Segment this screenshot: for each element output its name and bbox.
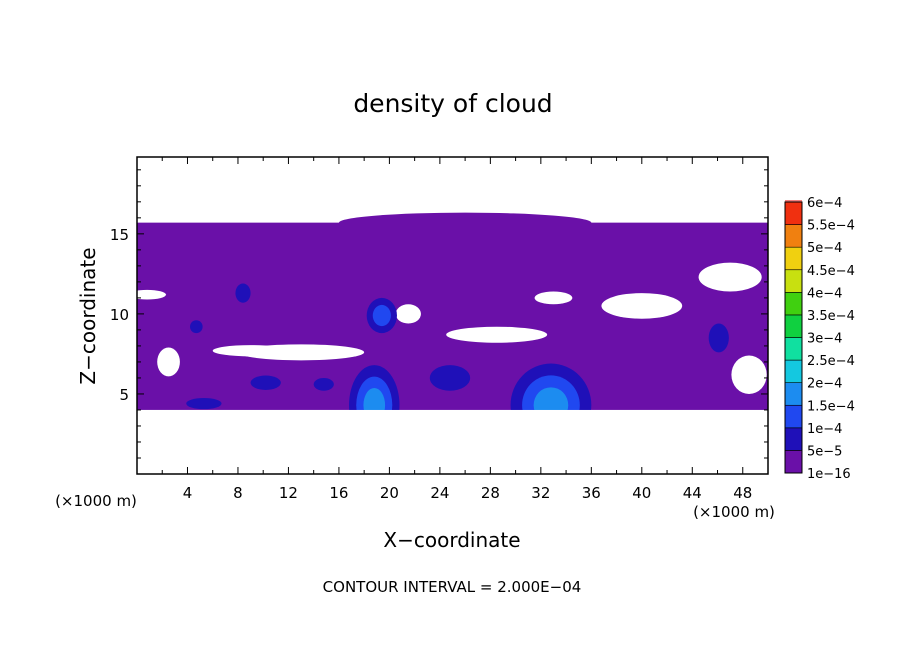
clear-region: [137, 289, 167, 300]
y-axis-label: Z−coordinate: [76, 247, 100, 384]
colorbar-swatch: [784, 201, 803, 225]
colorbar-label: 3e−4: [807, 332, 842, 347]
colorbar-label: 5e−5: [807, 444, 842, 459]
clear-region: [446, 326, 548, 343]
x-tick-label: 12: [279, 484, 298, 502]
y-tick-label: 5: [119, 386, 129, 404]
clear-region: [601, 293, 683, 319]
contour-ring: [190, 320, 203, 334]
colorbar-swatch: [784, 337, 803, 361]
colorbar-swatch: [784, 359, 803, 383]
density-maximum: [250, 375, 281, 390]
colorbar-swatch: [784, 292, 803, 316]
contour-ring: [429, 365, 471, 391]
colorbar-swatch: [784, 404, 803, 429]
colorbar-swatch: [784, 314, 803, 338]
x-tick-label: 32: [531, 484, 550, 502]
colorbar-label: 6e−4: [807, 196, 842, 211]
x-tick-label: 24: [430, 484, 449, 502]
x-axis-label: X−coordinate: [383, 528, 520, 552]
x-tick-label: 36: [582, 484, 601, 502]
clear-region: [698, 262, 762, 292]
clear-region: [731, 355, 767, 394]
contour-ring: [235, 283, 251, 303]
clear-region: [157, 347, 180, 377]
clear-region: [212, 345, 289, 357]
colorbar-label: 1e−4: [807, 422, 842, 437]
density-maximum: [708, 323, 729, 353]
colorbar-swatch: [784, 450, 803, 474]
colorbar-label: 2.5e−4: [807, 354, 855, 369]
y-axis-ticks: 5 10 15: [110, 169, 768, 459]
colorbar-label: 2e−4: [807, 377, 842, 392]
x-tick-label: 44: [683, 484, 702, 502]
y-tick-label: 10: [110, 306, 129, 324]
contour-interval-note: CONTOUR INTERVAL = 2.000E−04: [323, 578, 582, 596]
density-maximum: [313, 377, 334, 391]
colorbar-label: 5e−4: [807, 241, 842, 256]
colorbar-label: 3.5e−4: [807, 309, 855, 324]
chart-title: density of cloud: [353, 89, 552, 118]
contour-ring: [186, 397, 222, 410]
contour-ring: [313, 377, 334, 391]
density-field: [137, 212, 768, 474]
colorbar: 1e−16 5e−5 1e−4 1.5e−4 2e−4 2.5e−4 3e−4 3.5e−4 4…: [784, 196, 855, 482]
x-tick-label: 48: [733, 484, 752, 502]
colorbar-label: 1.5e−4: [807, 399, 855, 414]
x-tick-label: 4: [183, 484, 193, 502]
clear-region: [534, 291, 573, 305]
x-tick-label: 8: [233, 484, 243, 502]
density-maximum: [186, 397, 222, 410]
colorbar-label: 5.5e−4: [807, 219, 855, 234]
plot-frame: [136, 156, 769, 475]
clear-region: [395, 304, 421, 324]
x-tick-label: 40: [632, 484, 651, 502]
colorbar-swatch: [784, 269, 803, 293]
cloud-base-clear: [137, 409, 768, 474]
colorbar-swatch: [784, 382, 803, 406]
x-tick-label: 16: [329, 484, 348, 502]
colorbar-swatch: [784, 427, 803, 451]
density-maximum: [235, 283, 251, 303]
density-maximum: [429, 365, 471, 391]
density-maximum: [190, 320, 203, 334]
contour-ring: [708, 323, 729, 353]
cloud-top-bump: [338, 212, 592, 233]
y-tick-label: 15: [110, 226, 129, 244]
colorbar-label: 1e−16: [807, 467, 851, 482]
colorbar-swatch: [784, 224, 803, 248]
x-axis-unit: (×1000 m): [693, 503, 775, 521]
z-axis-unit: (×1000 m): [55, 492, 137, 510]
colorbar-label: 4e−4: [807, 286, 842, 301]
density-maximum: [366, 297, 397, 334]
colorbar-swatch: [784, 246, 803, 271]
contour-ring: [250, 375, 281, 390]
x-tick-label: 20: [380, 484, 399, 502]
colorbar-frame: [784, 201, 803, 474]
x-axis-ticks: 4 8 12 16 20 24 28 32 36 40 44 48: [161, 157, 752, 502]
colorbar-top-swatch: [785, 200, 802, 202]
colorbar-label: 4.5e−4: [807, 264, 855, 279]
x-tick-label: 28: [481, 484, 500, 502]
contour-ring: [372, 304, 391, 327]
